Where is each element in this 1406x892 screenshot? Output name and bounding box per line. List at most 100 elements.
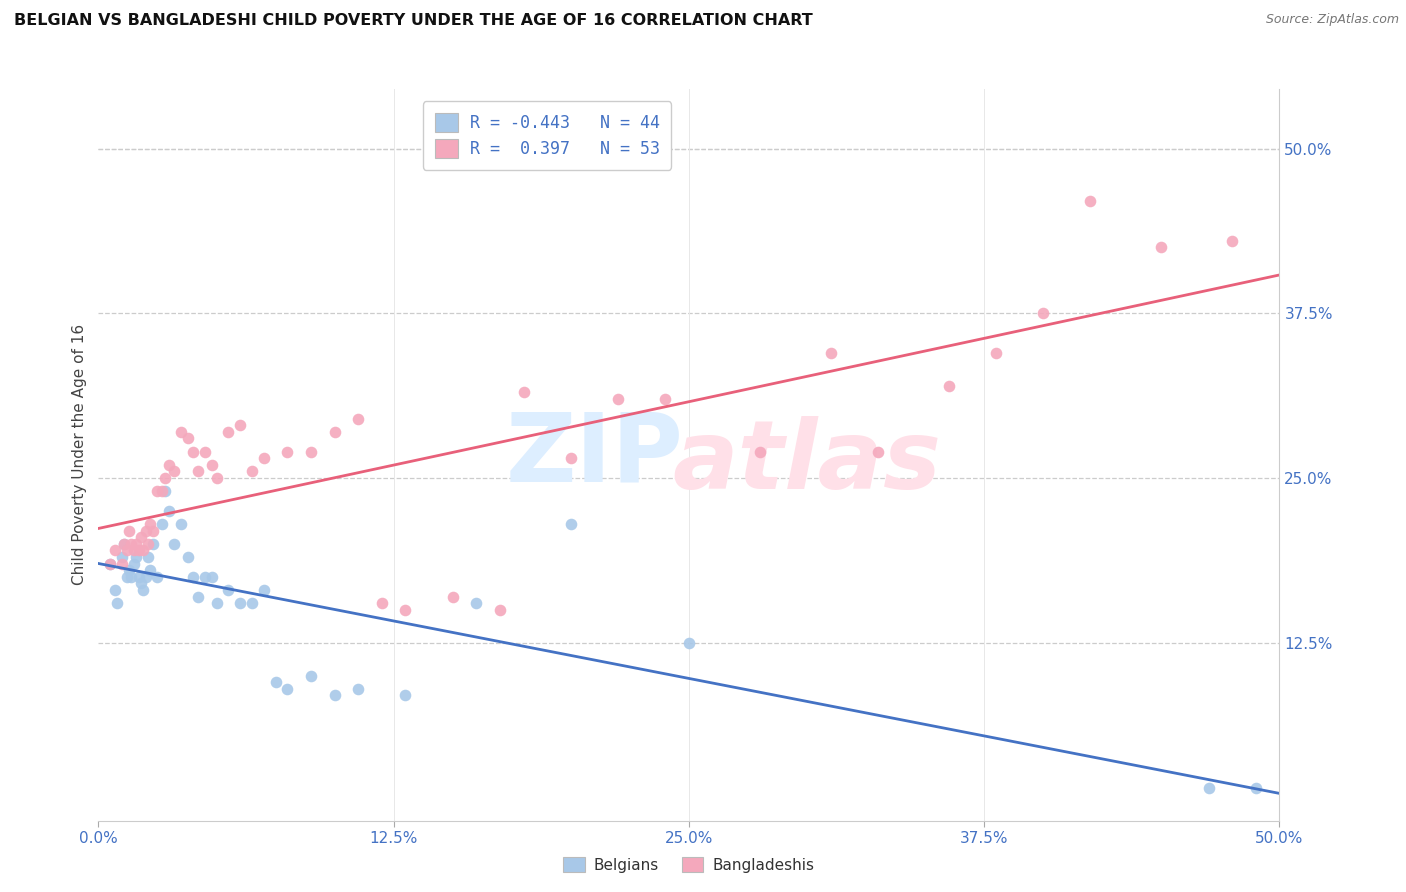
Point <box>129 576 152 591</box>
Text: atlas: atlas <box>672 416 942 508</box>
Point <box>181 444 204 458</box>
Point <box>112 537 135 551</box>
Point <box>394 603 416 617</box>
Y-axis label: Child Poverty Under the Age of 16: Child Poverty Under the Age of 16 <box>72 325 87 585</box>
Point <box>177 432 200 446</box>
Point <box>938 378 960 392</box>
Point <box>150 517 173 532</box>
Point <box>128 543 150 558</box>
Point <box>748 444 770 458</box>
Point <box>121 537 143 551</box>
Point <box>153 471 176 485</box>
Point <box>146 570 169 584</box>
Point <box>229 418 252 433</box>
Point <box>142 524 165 538</box>
Point <box>142 537 165 551</box>
Point <box>240 596 263 610</box>
Point <box>678 636 700 650</box>
Point <box>157 458 180 472</box>
Point <box>1198 780 1220 795</box>
Point <box>153 484 176 499</box>
Point <box>465 596 488 610</box>
Point <box>1032 306 1054 320</box>
Point <box>163 537 186 551</box>
Point <box>177 550 200 565</box>
Point <box>866 444 889 458</box>
Point <box>194 444 217 458</box>
Point <box>560 451 582 466</box>
Point <box>136 537 159 551</box>
Point <box>181 570 204 584</box>
Point <box>201 570 224 584</box>
Point <box>132 543 155 558</box>
Point <box>1244 780 1267 795</box>
Point <box>607 392 630 406</box>
Point <box>111 550 134 565</box>
Point <box>163 464 186 478</box>
Point <box>136 550 159 565</box>
Point <box>139 517 162 532</box>
Point <box>187 464 209 478</box>
Point <box>347 411 370 425</box>
Point <box>104 543 127 558</box>
Point <box>489 603 512 617</box>
Point <box>229 596 252 610</box>
Point <box>135 524 157 538</box>
Point <box>371 596 394 610</box>
Point <box>98 557 121 571</box>
Point <box>139 563 162 577</box>
Text: BELGIAN VS BANGLADESHI CHILD POVERTY UNDER THE AGE OF 16 CORRELATION CHART: BELGIAN VS BANGLADESHI CHILD POVERTY UND… <box>14 13 813 29</box>
Point <box>118 563 141 577</box>
Point <box>104 582 127 597</box>
Point <box>125 537 148 551</box>
Point <box>654 392 676 406</box>
Point <box>512 385 534 400</box>
Point <box>105 596 128 610</box>
Point <box>187 590 209 604</box>
Point <box>217 425 239 439</box>
Point <box>264 675 287 690</box>
Point <box>441 590 464 604</box>
Point <box>194 570 217 584</box>
Point <box>253 451 276 466</box>
Point <box>323 425 346 439</box>
Point <box>115 570 138 584</box>
Text: Source: ZipAtlas.com: Source: ZipAtlas.com <box>1265 13 1399 27</box>
Point <box>1150 240 1173 254</box>
Point <box>299 444 322 458</box>
Point <box>276 444 298 458</box>
Point <box>157 504 180 518</box>
Legend: Belgians, Bangladeshis: Belgians, Bangladeshis <box>557 851 821 879</box>
Point <box>820 345 842 359</box>
Point <box>98 557 121 571</box>
Point <box>132 582 155 597</box>
Point <box>1220 234 1243 248</box>
Point <box>984 345 1007 359</box>
Point <box>128 570 150 584</box>
Point <box>135 570 157 584</box>
Point <box>170 517 193 532</box>
Point <box>560 517 582 532</box>
Point <box>111 557 134 571</box>
Point <box>121 570 143 584</box>
Point <box>122 543 145 558</box>
Point <box>299 668 322 682</box>
Text: ZIP: ZIP <box>506 409 683 501</box>
Point <box>217 582 239 597</box>
Point <box>112 537 135 551</box>
Point <box>150 484 173 499</box>
Point <box>125 550 148 565</box>
Point <box>129 530 152 544</box>
Point <box>240 464 263 478</box>
Point <box>1080 194 1102 209</box>
Point <box>394 689 416 703</box>
Point <box>170 425 193 439</box>
Point <box>201 458 224 472</box>
Point <box>205 596 228 610</box>
Point <box>253 582 276 597</box>
Point <box>122 557 145 571</box>
Point <box>205 471 228 485</box>
Point <box>347 681 370 696</box>
Point <box>276 681 298 696</box>
Point <box>146 484 169 499</box>
